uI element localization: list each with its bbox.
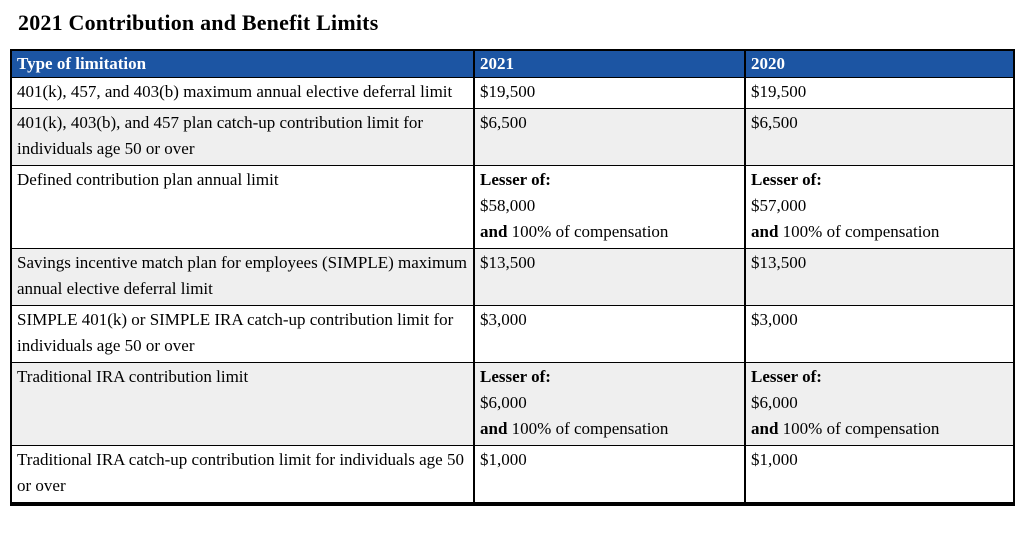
- table-row: SIMPLE 401(k) or SIMPLE IRA catch-up con…: [10, 305, 1015, 363]
- cell-2020-value: $19,500: [744, 77, 1015, 109]
- table-row: Defined contribution plan annual limit Le…: [10, 165, 1015, 249]
- cell-line: $6,000: [751, 393, 798, 412]
- table-row: Traditional IRA catch-up contribution li…: [10, 445, 1015, 505]
- cell-limitation: 401(k), 457, and 403(b) maximum annual e…: [10, 77, 475, 109]
- cell-2021-value: $19,500: [473, 77, 746, 109]
- table-row: 401(k), 403(b), and 457 plan catch-up co…: [10, 108, 1015, 166]
- cell-line: and 100% of compensation: [480, 419, 669, 438]
- cell-limitation: Savings incentive match plan for employe…: [10, 248, 475, 306]
- table-body: 401(k), 457, and 403(b) maximum annual e…: [10, 77, 1015, 505]
- cell-line: $57,000: [751, 196, 807, 215]
- cell-limitation: SIMPLE 401(k) or SIMPLE IRA catch-up con…: [10, 305, 475, 363]
- cell-2021-value: $6,500: [473, 108, 746, 166]
- cell-line: and 100% of compensation: [751, 222, 940, 241]
- column-header-2020: 2020: [744, 49, 1015, 78]
- cell-2021-value: $1,000: [473, 445, 746, 505]
- cell-2021-value: Lesser of: $6,000 and 100% of compensation: [473, 362, 746, 446]
- cell-line: and 100% of compensation: [480, 222, 669, 241]
- cell-2020-value: $6,500: [744, 108, 1015, 166]
- column-header-type-of-limitation: Type of limitation: [10, 49, 475, 78]
- cell-2021-value: $13,500: [473, 248, 746, 306]
- cell-2021-value: Lesser of: $58,000 and 100% of compensatio…: [473, 165, 746, 249]
- cell-line: $58,000: [480, 196, 536, 215]
- limits-table: Type of limitation 2021 2020 401(k), 457…: [10, 49, 1015, 506]
- table-row: 401(k), 457, and 403(b) maximum annual e…: [10, 77, 1015, 109]
- cell-2020-value: $13,500: [744, 248, 1015, 306]
- cell-2020-value: Lesser of: $57,000 and 100% of compensatio…: [744, 165, 1015, 249]
- page-title: 2021 Contribution and Benefit Limits: [18, 10, 379, 35]
- cell-line: Lesser of:: [480, 367, 551, 386]
- cell-2020-value: Lesser of: $6,000 and 100% of compensation: [744, 362, 1015, 446]
- cell-limitation: Defined contribution plan annual limit: [10, 165, 475, 249]
- cell-limitation: Traditional IRA contribution limit: [10, 362, 475, 446]
- cell-2020-value: $1,000: [744, 445, 1015, 505]
- cell-line: Lesser of:: [751, 367, 822, 386]
- cell-line: and 100% of compensation: [751, 419, 940, 438]
- cell-line: Lesser of:: [480, 170, 551, 189]
- table-header-row: Type of limitation 2021 2020: [10, 49, 1015, 78]
- cell-line: $6,000: [480, 393, 527, 412]
- column-header-2021: 2021: [473, 49, 746, 78]
- document-page: 2021 Contribution and Benefit Limits Typ…: [10, 10, 1015, 506]
- cell-line: Lesser of:: [751, 170, 822, 189]
- cell-limitation: 401(k), 403(b), and 457 plan catch-up co…: [10, 108, 475, 166]
- table-row: Savings incentive match plan for employe…: [10, 248, 1015, 306]
- table-row: Traditional IRA contribution limit Lesser…: [10, 362, 1015, 446]
- cell-2021-value: $3,000: [473, 305, 746, 363]
- cell-limitation: Traditional IRA catch-up contribution li…: [10, 445, 475, 505]
- cell-2020-value: $3,000: [744, 305, 1015, 363]
